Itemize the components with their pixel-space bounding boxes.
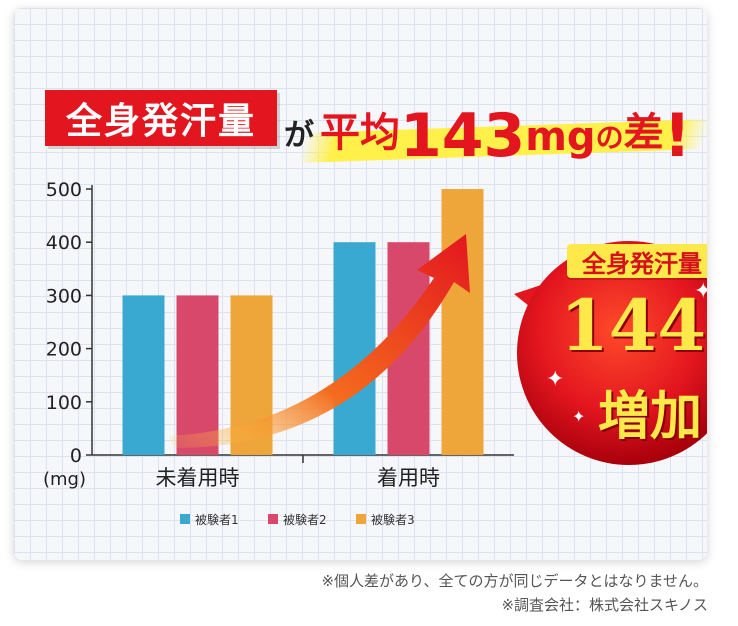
legend-label: 被験者3 bbox=[371, 512, 415, 527]
y-tick-label: 200 bbox=[46, 339, 82, 361]
legend-swatch bbox=[268, 514, 278, 524]
headline-box: 全身発汗量 bbox=[45, 90, 277, 146]
chart-card: 全身発汗量 が 平均 143 mg の 差 ! 0 100 200 300 400 500… bbox=[14, 8, 707, 560]
increase-badge: ✦ ✦ ✦ bbox=[514, 241, 707, 465]
headline-sa: 差 bbox=[623, 110, 664, 156]
legend-swatch bbox=[180, 514, 190, 524]
headline-number: 143 bbox=[400, 101, 526, 171]
bar-chart: 0 100 200 300 400 500 (mg) 未着用時 着用時 被験者1 被験者2 被験者3… bbox=[43, 179, 707, 527]
badge-percent-number: 144 bbox=[560, 284, 707, 367]
y-tick-label: 400 bbox=[46, 232, 82, 254]
x-tick-label: 着用時 bbox=[377, 466, 440, 490]
footnote-1: ※個人差があり、全ての方が同じデータとはなりません。 bbox=[321, 572, 708, 590]
headline-ga: が bbox=[284, 118, 314, 153]
sparkle-icon: ✦ bbox=[572, 407, 585, 426]
y-tick-label: 300 bbox=[46, 285, 82, 307]
bar-2-1 bbox=[176, 295, 219, 455]
y-axis-unit: (mg) bbox=[43, 469, 86, 490]
footnote-2: ※調査会社：株式会社スキノス bbox=[501, 596, 708, 614]
badge-percent-sign: % bbox=[706, 310, 707, 361]
y-tick-label: 100 bbox=[46, 392, 82, 414]
legend-label: 被験者2 bbox=[283, 512, 327, 527]
trend-arrow bbox=[169, 234, 470, 448]
x-tick-label: 未着用時 bbox=[156, 466, 240, 490]
sparkle-icon: ✦ bbox=[546, 367, 564, 392]
y-tick-label: 500 bbox=[46, 179, 82, 201]
badge-increase: 増加 bbox=[597, 387, 702, 447]
y-tick-label: 0 bbox=[70, 445, 82, 467]
headline-unit: mg bbox=[525, 114, 596, 160]
badge-percent: 144% bbox=[560, 284, 707, 367]
headline-no: の bbox=[595, 121, 624, 154]
bar-3-2 bbox=[441, 189, 484, 455]
bar-1-1 bbox=[122, 295, 165, 455]
badge-label: 全身発汗量 bbox=[567, 244, 707, 278]
headline-bang: ! bbox=[663, 101, 691, 171]
legend-swatch bbox=[356, 514, 366, 524]
legend-label: 被験者1 bbox=[195, 512, 239, 527]
headline-heikin: 平均 bbox=[320, 110, 400, 156]
bar-1-2 bbox=[333, 242, 376, 455]
headline-text: が 平均 143 mg の 差 ! bbox=[284, 66, 691, 166]
sparkle-icon: ✦ bbox=[694, 279, 707, 304]
